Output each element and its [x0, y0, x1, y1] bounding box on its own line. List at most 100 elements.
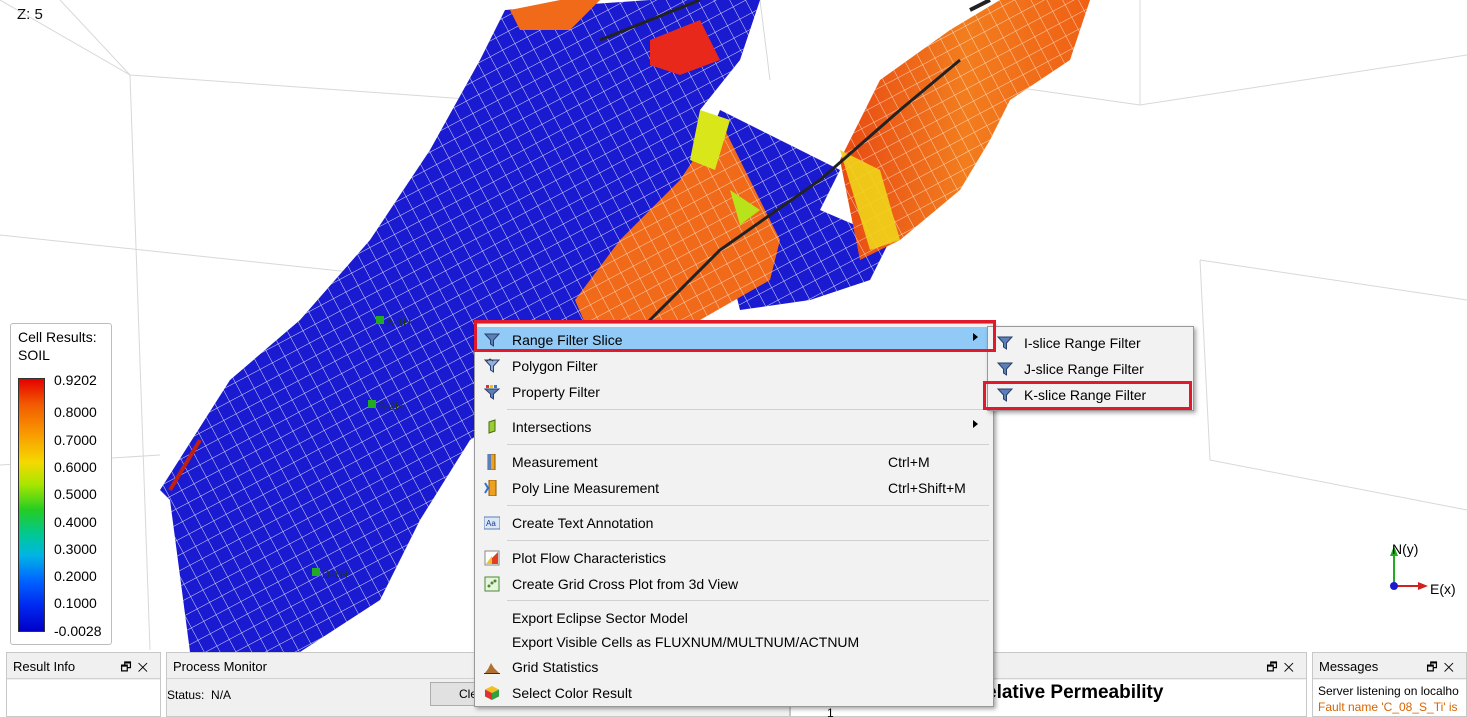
well-label: B-2H — [378, 401, 403, 413]
submenu-item-j-slice[interactable]: J-slice Range Filter — [989, 356, 1192, 381]
menu-item-intersections[interactable]: Intersections — [476, 414, 992, 439]
panel-title: Process Monitor — [173, 659, 267, 674]
menu-item-export-visible-cells[interactable]: Export Visible Cells as FLUXNUM/MULTNUM/… — [476, 629, 992, 654]
plot-axis-tick: 1 — [827, 706, 834, 717]
panel-header: Result Info 🗗✕ — [7, 653, 160, 679]
axis-indicator: N(y) E(x) — [1380, 540, 1460, 605]
menu-item-label: Select Color Result — [512, 685, 632, 701]
3d-viewport[interactable]: A-1H B-2H D-1H Z: 5 Cell Results: SOIL 0.9… — [0, 0, 1467, 652]
well-markers — [312, 316, 384, 576]
svg-text:Aa: Aa — [486, 519, 496, 528]
legend-tick: 0.4000 — [54, 514, 97, 530]
submenu-item-k-slice[interactable]: K-slice Range Filter — [989, 382, 1192, 407]
menu-item-label: Export Visible Cells as FLUXNUM/MULTNUM/… — [512, 634, 860, 650]
float-icon[interactable]: 🗗 — [120, 660, 138, 674]
submenu-arrow-icon — [973, 333, 978, 341]
annotation-highlight-box — [983, 381, 1192, 410]
menu-item-label: Export Eclipse Sector Model — [512, 610, 688, 626]
float-icon[interactable]: 🗗 — [1266, 660, 1284, 674]
reservoir-model-view[interactable]: A-1H B-2H D-1H — [0, 0, 1467, 652]
submenu-item-i-slice[interactable]: I-slice Range Filter — [989, 330, 1192, 355]
cross-plot-icon — [484, 576, 500, 592]
funnel-icon — [484, 333, 500, 347]
messages-panel: Messages 🗗✕ Server listening on localho … — [1312, 652, 1467, 717]
menu-item-label: Plot Flow Characteristics — [512, 550, 667, 566]
menu-separator — [507, 600, 989, 601]
legend-tick: 0.9202 — [54, 372, 97, 388]
panel-header: Messages 🗗✕ — [1313, 653, 1466, 679]
menu-item-create-grid-cross-plot[interactable]: Create Grid Cross Plot from 3d View — [476, 571, 992, 596]
result-info-body — [7, 680, 160, 716]
panel-title: Messages — [1319, 659, 1379, 674]
submenu-arrow-icon — [973, 420, 978, 428]
color-legend: Cell Results: SOIL 0.9202 0.8000 0.7000 … — [10, 323, 112, 645]
menu-item-select-color-result[interactable]: Select Color Result — [476, 680, 992, 705]
well-label: A-1H — [386, 317, 411, 329]
axis-x-label: E(x) — [1430, 581, 1456, 597]
menu-item-create-text-annotation[interactable]: Aa Create Text Annotation — [476, 510, 992, 535]
messages-body: Server listening on localho Fault name '… — [1313, 680, 1466, 716]
legend-title: Cell Results: — [18, 329, 97, 345]
menu-item-range-filter-slice[interactable]: Range Filter Slice — [476, 327, 992, 352]
well-label: D-1H — [322, 569, 348, 581]
menu-separator — [507, 444, 989, 445]
menu-item-label: Create Grid Cross Plot from 3d View — [512, 576, 739, 592]
polygon-filter-icon — [484, 358, 500, 373]
legend-property: SOIL — [18, 347, 50, 363]
menu-item-label: J-slice Range Filter — [1024, 361, 1144, 377]
flow-plot-icon — [484, 550, 500, 566]
message-line: Server listening on localho — [1318, 684, 1459, 698]
menu-item-label: Range Filter Slice — [512, 332, 623, 348]
ruler-icon — [487, 454, 496, 470]
close-icon[interactable]: ✕ — [1443, 660, 1460, 674]
menu-item-plot-flow-characteristics[interactable]: Plot Flow Characteristics — [476, 545, 992, 570]
funnel-icon — [997, 362, 1013, 376]
message-warning: Fault name 'C_08_S_Ti' is — [1318, 700, 1458, 714]
legend-tick: -0.0028 — [54, 623, 102, 639]
range-filter-submenu: I-slice Range Filter J-slice Range Filte… — [987, 326, 1194, 411]
menu-item-property-filter[interactable]: Property Filter — [476, 379, 992, 404]
legend-tick: 0.7000 — [54, 432, 97, 448]
legend-tick: 0.5000 — [54, 486, 97, 502]
z-scale-label: Z: 5 — [17, 6, 43, 23]
result-info-panel: Result Info 🗗✕ — [6, 652, 161, 717]
legend-tick: 0.1000 — [54, 595, 97, 611]
menu-item-label: Measurement — [512, 454, 598, 470]
legend-tick: 0.6000 — [54, 459, 97, 475]
menu-item-export-eclipse-sector-model[interactable]: Export Eclipse Sector Model — [476, 605, 992, 630]
status-label: Status: — [167, 688, 205, 702]
menu-separator — [507, 505, 989, 506]
color-cube-icon — [485, 686, 499, 700]
legend-tick: 0.2000 — [54, 568, 97, 584]
menu-item-shortcut: Ctrl+Shift+M — [888, 480, 966, 496]
menu-separator — [507, 540, 989, 541]
menu-item-label: Poly Line Measurement — [512, 480, 660, 496]
menu-item-label: Intersections — [512, 419, 592, 435]
status-value: N/A — [211, 688, 232, 702]
menu-item-label: Polygon Filter — [512, 358, 598, 374]
polyline-ruler-icon — [484, 480, 497, 496]
menu-item-shortcut: Ctrl+M — [888, 454, 930, 470]
panel-title: Result Info — [13, 659, 76, 674]
legend-tick: 0.3000 — [54, 541, 97, 557]
menu-item-label: I-slice Range Filter — [1024, 335, 1141, 351]
legend-tick: 0.8000 — [54, 404, 97, 420]
menu-item-label: Create Text Annotation — [512, 515, 654, 531]
funnel-icon — [997, 388, 1013, 402]
annotation-highlight-box — [474, 320, 996, 352]
histogram-icon — [484, 663, 500, 674]
close-icon[interactable]: ✕ — [137, 660, 154, 674]
menu-item-poly-line-measurement[interactable]: Poly Line Measurement Ctrl+Shift+M — [476, 475, 992, 500]
menu-item-measurement[interactable]: Measurement Ctrl+M — [476, 449, 992, 474]
bounding-box-lines — [0, 0, 1467, 651]
text-annotation-icon: Aa — [484, 516, 500, 530]
float-icon[interactable]: 🗗 — [1426, 660, 1444, 674]
plot-title: elative Permeability — [986, 682, 1164, 703]
menu-item-grid-statistics[interactable]: Grid Statistics — [476, 654, 992, 679]
axis-y-label: N(y) — [1392, 541, 1419, 557]
menu-item-polygon-filter[interactable]: Polygon Filter — [476, 353, 992, 378]
context-menu: Range Filter Slice Polygon Filter Proper… — [474, 323, 994, 707]
intersection-icon — [488, 419, 496, 434]
menu-item-label: K-slice Range Filter — [1024, 387, 1147, 403]
close-icon[interactable]: ✕ — [1283, 660, 1300, 674]
